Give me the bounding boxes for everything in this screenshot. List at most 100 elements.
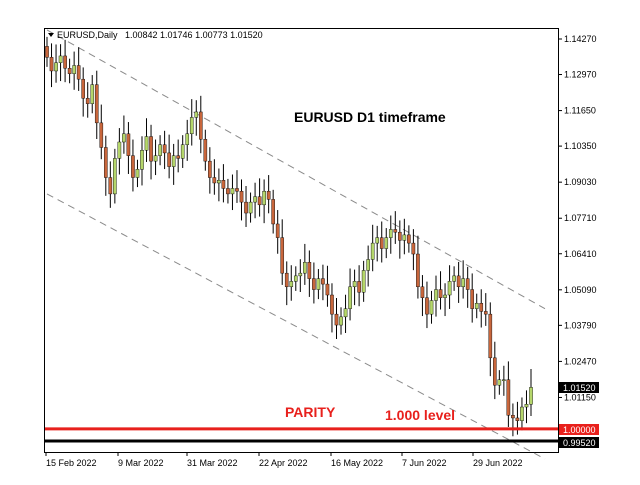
- candle: [167, 134, 171, 179]
- candle-body-bear: [493, 357, 497, 386]
- candle: [447, 265, 452, 309]
- price-tick-label: 1.11650: [564, 106, 596, 116]
- candle-body-bull: [298, 272, 303, 277]
- candle: [72, 51, 76, 90]
- candle-body-bear: [271, 199, 275, 225]
- candle-body-bear: [239, 190, 244, 203]
- candle-body-bear: [506, 379, 511, 416]
- candle-body-bear: [470, 289, 474, 309]
- candle-body-bull: [429, 300, 434, 315]
- ohlc-values: 1.00842 1.01746 1.00773 1.01520: [125, 30, 263, 40]
- candle: [438, 271, 443, 310]
- candle-body-bull: [230, 188, 235, 195]
- candle: [244, 185, 248, 227]
- candle: [388, 215, 393, 254]
- candle: [239, 179, 244, 221]
- candle-body-bear: [398, 231, 402, 241]
- candle: [248, 192, 253, 223]
- candle: [379, 221, 384, 263]
- candle-body-bear: [63, 55, 67, 69]
- candle-body-bear: [104, 147, 108, 178]
- candle: [298, 259, 303, 293]
- level-label: 1.000 level: [385, 407, 455, 423]
- price-tick-label: 1.06410: [564, 249, 597, 259]
- price-tick-label: 1.10350: [564, 141, 597, 151]
- candle: [407, 225, 411, 253]
- candle-body-bull: [402, 234, 407, 241]
- symbol-header: EURUSD,Daily 1.00842 1.01746 1.00773 1.0…: [48, 30, 263, 40]
- candle-body-bull: [72, 65, 76, 74]
- candle: [81, 67, 85, 117]
- candle-body-bear: [488, 313, 493, 359]
- candle-body-bull: [348, 286, 352, 309]
- candle-body-bear: [198, 111, 203, 140]
- candle: [67, 58, 72, 84]
- current-price-badge: 1.01520: [559, 382, 599, 393]
- candle: [524, 390, 529, 424]
- candle-body-bull: [370, 242, 375, 260]
- candle-body-bull: [144, 136, 149, 151]
- candle-body-bear: [176, 155, 180, 159]
- candle-body-bull: [361, 270, 366, 293]
- candle-body-bull: [293, 275, 298, 282]
- candle: [113, 148, 117, 204]
- candle: [502, 365, 506, 396]
- candle-body-bull: [180, 144, 185, 159]
- candle: [104, 135, 108, 196]
- candle-body-bull: [303, 262, 307, 274]
- parity-price-bg: [559, 424, 599, 435]
- candle-body-bear: [411, 242, 416, 255]
- candle: [443, 283, 447, 317]
- price-tick-label: 1.07710: [564, 213, 597, 223]
- candle: [54, 44, 58, 83]
- candle-body-bear: [131, 155, 135, 178]
- candle-body-bull: [122, 133, 126, 143]
- candle: [198, 95, 203, 154]
- candle-body-bear: [266, 190, 271, 200]
- candle: [49, 43, 54, 88]
- candle: [493, 341, 497, 400]
- price-axis[interactable]: 1.14270 1.12970 1.11650 1.10350 1.09030 1.077…: [558, 34, 597, 402]
- price-tick-label: 1.12970: [564, 70, 597, 80]
- date-axis[interactable]: 15 Feb 2022 9 Mar 2022 31 Mar 2022 22 Apr 2…: [45, 452, 523, 468]
- candle: [375, 225, 380, 262]
- candle-body-bear: [334, 313, 339, 326]
- candle: [76, 47, 81, 91]
- candle-body-bear: [257, 196, 262, 206]
- date-tick-label: 15 Feb 2022: [46, 458, 97, 468]
- candle: [85, 82, 90, 118]
- candle: [194, 100, 199, 136]
- candle-body-bear: [284, 272, 289, 288]
- candle: [108, 161, 113, 208]
- candle: [140, 136, 144, 186]
- candle: [429, 290, 434, 324]
- candle-body-bear: [212, 177, 217, 184]
- candle: [271, 189, 275, 234]
- candle: [144, 118, 149, 162]
- candle: [366, 245, 370, 287]
- candle: [321, 264, 325, 301]
- candles: [45, 36, 533, 437]
- candle-body-bear: [203, 139, 208, 162]
- candle-body-bull: [248, 201, 253, 214]
- candle-body-bear: [76, 65, 81, 80]
- candle-body-bear: [67, 68, 72, 74]
- triangle-down-icon[interactable]: [48, 33, 54, 37]
- candle-body-bear: [49, 57, 54, 72]
- candle: [352, 269, 357, 306]
- channel-lower-line: [46, 193, 546, 460]
- candle-body-bear: [162, 144, 167, 154]
- candle: [316, 269, 321, 300]
- candle: [357, 265, 361, 307]
- candle-body-bear: [479, 303, 484, 312]
- candle: [479, 289, 484, 328]
- candle: [63, 39, 67, 83]
- candle: [483, 293, 488, 326]
- candle: [456, 261, 461, 303]
- candle-body-bull: [384, 237, 389, 249]
- candle-body-bear: [126, 133, 131, 156]
- candle-body-bear: [483, 311, 488, 315]
- support-price-text: 0.99520: [563, 438, 596, 448]
